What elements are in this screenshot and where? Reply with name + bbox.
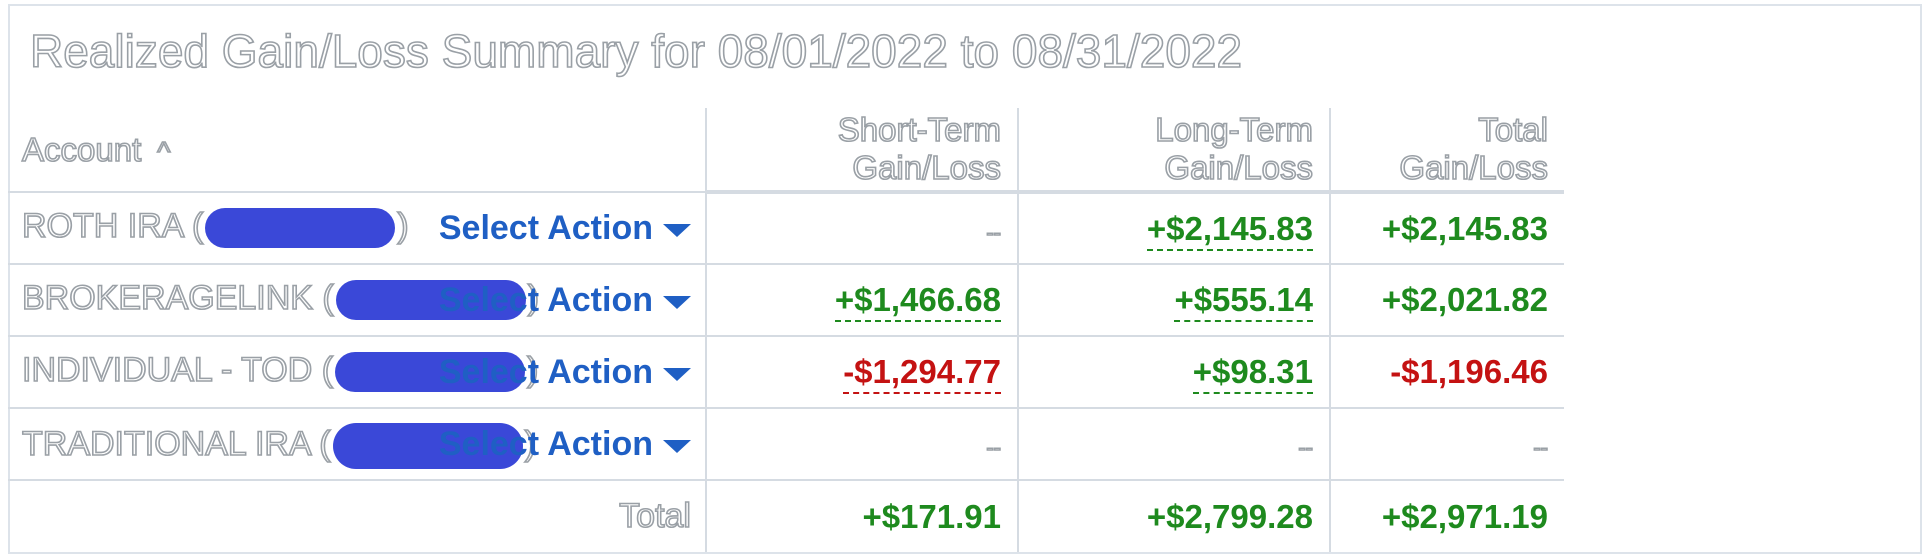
account-column-header[interactable]: Account ^ xyxy=(8,108,707,192)
short-term-value[interactable]: -$1,294.77 xyxy=(843,353,1001,394)
short-term-value[interactable]: +$1,466.68 xyxy=(834,281,1001,322)
select-action-dropdown[interactable]: Select Action xyxy=(439,425,691,464)
long-term-total: +$2,799.28 xyxy=(1017,479,1330,552)
total-value: +$2,145.83 xyxy=(1381,209,1548,247)
redacted-account-number xyxy=(335,352,526,393)
total-cell: -- xyxy=(1329,407,1564,480)
redacted-account-number xyxy=(332,423,523,469)
caret-down-icon xyxy=(663,439,691,453)
caret-down-icon xyxy=(663,367,691,381)
table-row: ROTH IRA () Select Action -- +$2,145.83 … xyxy=(8,191,1564,264)
select-action-dropdown[interactable]: Select Action xyxy=(439,353,691,392)
long-term-value: -- xyxy=(1298,434,1314,461)
caret-down-icon xyxy=(663,223,691,237)
long-term-value[interactable]: +$98.31 xyxy=(1192,353,1313,394)
grand-total: +$2,971.19 xyxy=(1329,479,1564,552)
short-term-value: -- xyxy=(986,434,1002,461)
short-term-cell: -- xyxy=(705,191,1018,264)
long-term-value[interactable]: +$555.14 xyxy=(1174,281,1313,322)
total-value: +$2,021.82 xyxy=(1381,281,1548,318)
totals-row: Total +$171.91 +$2,799.28 +$2,971.19 xyxy=(8,479,1564,552)
table-row: INDIVIDUAL - TOD () Select Action -$1,29… xyxy=(8,335,1564,408)
account-name: INDIVIDUAL - TOD () xyxy=(21,350,539,393)
gain-loss-table: Account ^ Short-Term Gain/Loss Long-Term … xyxy=(8,108,1564,552)
caret-down-icon xyxy=(663,295,691,309)
redacted-account-number xyxy=(335,280,526,321)
long-term-cell: +$98.31 xyxy=(1017,335,1330,408)
total-label: Total xyxy=(8,479,707,552)
table-row: BROKERAGELINK () Select Action +$1,466.6… xyxy=(8,263,1564,336)
account-cell: ROTH IRA () Select Action xyxy=(8,191,707,264)
account-name: BROKERAGELINK () xyxy=(21,278,540,321)
total-column-header[interactable]: Total Gain/Loss xyxy=(1329,108,1564,194)
account-cell: BROKERAGELINK () Select Action xyxy=(8,263,707,336)
table-row: TRADITIONAL IRA () Select Action -- -- -… xyxy=(8,407,1564,480)
account-cell: TRADITIONAL IRA () Select Action xyxy=(8,407,707,480)
page-title: Realized Gain/Loss Summary for 08/01/202… xyxy=(29,24,1243,78)
account-name: TRADITIONAL IRA () xyxy=(21,423,537,469)
select-action-dropdown[interactable]: Select Action xyxy=(439,209,691,248)
total-value: -$1,196.46 xyxy=(1390,353,1548,390)
short-term-value: -- xyxy=(986,219,1002,246)
long-term-cell: +$555.14 xyxy=(1017,263,1330,336)
short-term-cell: +$1,466.68 xyxy=(705,263,1018,336)
table-header-row: Account ^ Short-Term Gain/Loss Long-Term … xyxy=(8,108,1564,194)
long-term-value[interactable]: +$2,145.83 xyxy=(1146,209,1313,251)
long-term-cell: +$2,145.83 xyxy=(1017,191,1330,264)
short-term-column-header[interactable]: Short-Term Gain/Loss xyxy=(705,108,1018,194)
account-header-label: Account xyxy=(21,130,142,169)
total-cell: -$1,196.46 xyxy=(1329,335,1564,408)
total-value: -- xyxy=(1533,434,1549,461)
total-cell: +$2,145.83 xyxy=(1329,191,1564,264)
chevron-up-icon[interactable]: ^ xyxy=(156,135,171,168)
account-name: ROTH IRA () xyxy=(21,206,409,249)
account-cell: INDIVIDUAL - TOD () Select Action xyxy=(8,335,707,408)
short-term-cell: -$1,294.77 xyxy=(705,335,1018,408)
total-cell: +$2,021.82 xyxy=(1329,263,1564,336)
long-term-column-header[interactable]: Long-Term Gain/Loss xyxy=(1017,108,1330,194)
select-action-dropdown[interactable]: Select Action xyxy=(439,281,691,320)
short-term-total: +$171.91 xyxy=(705,479,1018,552)
redacted-account-number xyxy=(205,208,396,249)
short-term-cell: -- xyxy=(705,407,1018,480)
long-term-cell: -- xyxy=(1017,407,1330,480)
